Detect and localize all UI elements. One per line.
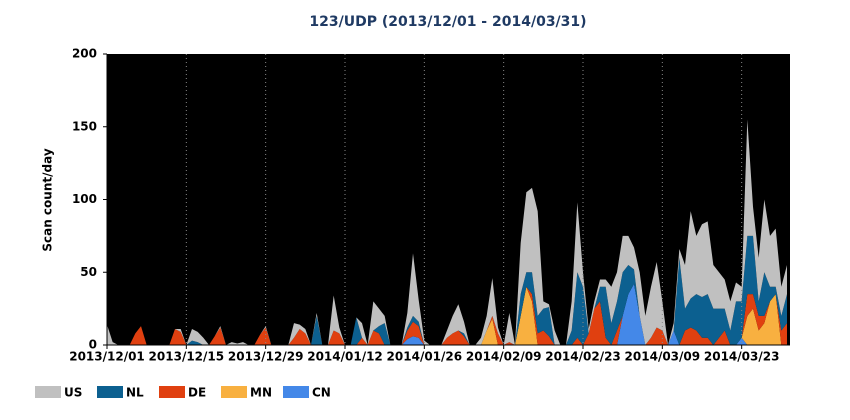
- y-tick-label: 50: [80, 265, 97, 279]
- x-tick-label: 2014/02/23: [545, 350, 621, 364]
- x-tick-label: 2014/01/12: [307, 350, 383, 364]
- y-tick-label: 100: [72, 192, 97, 206]
- y-tick-label: 200: [72, 47, 97, 61]
- legend-label: US: [64, 386, 82, 400]
- x-tick-label: 2014/03/23: [704, 350, 780, 364]
- x-tick-label: 2013/12/15: [149, 350, 225, 364]
- x-tick-label: 2014/03/09: [625, 350, 701, 364]
- y-axis-label: Scan count/day: [41, 148, 55, 251]
- legend-swatch: [159, 386, 185, 398]
- legend-label: DE: [188, 386, 206, 400]
- legend-label: NL: [126, 386, 144, 400]
- legend-swatch: [221, 386, 247, 398]
- legend-label: CN: [312, 386, 331, 400]
- y-tick-label: 0: [89, 338, 97, 352]
- x-tick-label: 2013/12/29: [228, 350, 304, 364]
- legend-swatch: [97, 386, 123, 398]
- x-tick-label: 2014/02/09: [466, 350, 542, 364]
- y-tick-label: 150: [72, 119, 97, 133]
- legend-swatch: [35, 386, 61, 398]
- area: [107, 283, 787, 345]
- chart-title: 123/UDP (2013/12/01 - 2014/03/31): [309, 14, 586, 30]
- legend-label: MN: [250, 386, 272, 400]
- area: [107, 235, 787, 345]
- area: [107, 119, 787, 345]
- legend-swatch: [283, 386, 309, 398]
- x-tick-label: 2013/12/01: [69, 350, 145, 364]
- x-tick-label: 2014/01/26: [387, 350, 463, 364]
